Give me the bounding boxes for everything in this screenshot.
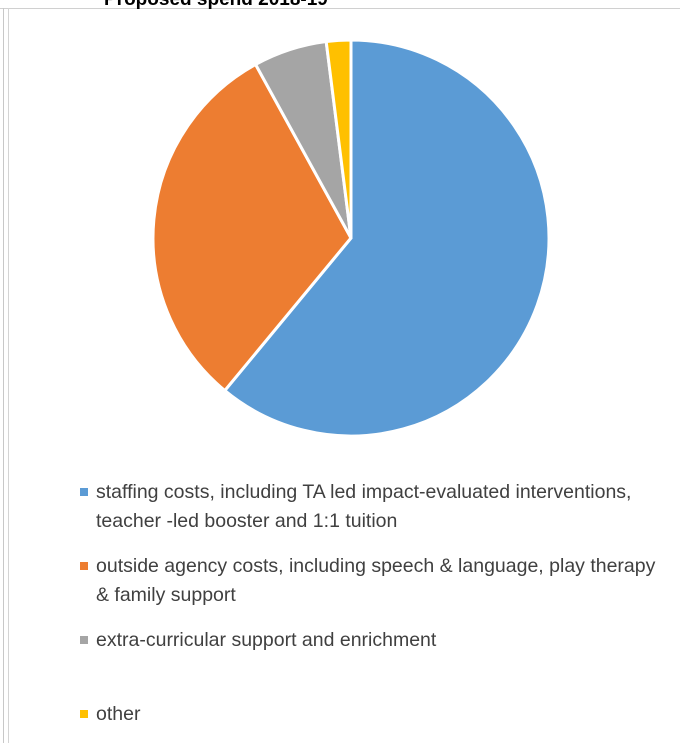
legend-label-outside-agency: outside agency costs, including speech &…	[96, 555, 656, 606]
chart-frame-inner-border	[8, 8, 9, 743]
legend-item-staffing: staffing costs, including TA led impact-…	[80, 478, 660, 536]
chart-frame-top-border	[0, 8, 680, 9]
legend-item-outside-agency: outside agency costs, including speech &…	[80, 552, 660, 610]
pie-slice-staffing	[223, 38, 551, 438]
legend-label-extra-curricular: extra-curricular support and enrichment	[96, 629, 437, 651]
legend-marker-other	[80, 710, 88, 718]
legend-marker-staffing	[80, 488, 88, 496]
pie-slice-outside-agency	[151, 62, 353, 393]
legend-label-staffing: staffing costs, including TA led impact-…	[96, 481, 632, 532]
chart-title: Proposed spend 2018-19	[104, 0, 328, 11]
pie-slice-other	[324, 38, 353, 240]
legend-marker-outside-agency	[80, 562, 88, 570]
pie-slices	[151, 38, 551, 438]
legend-marker-extra-curricular	[80, 636, 88, 644]
legend-item-extra-curricular: extra-curricular support and enrichment	[80, 626, 660, 655]
legend-label-other: other	[96, 703, 141, 725]
chart-frame-left-border	[3, 8, 4, 743]
legend-item-other: other	[80, 700, 660, 729]
